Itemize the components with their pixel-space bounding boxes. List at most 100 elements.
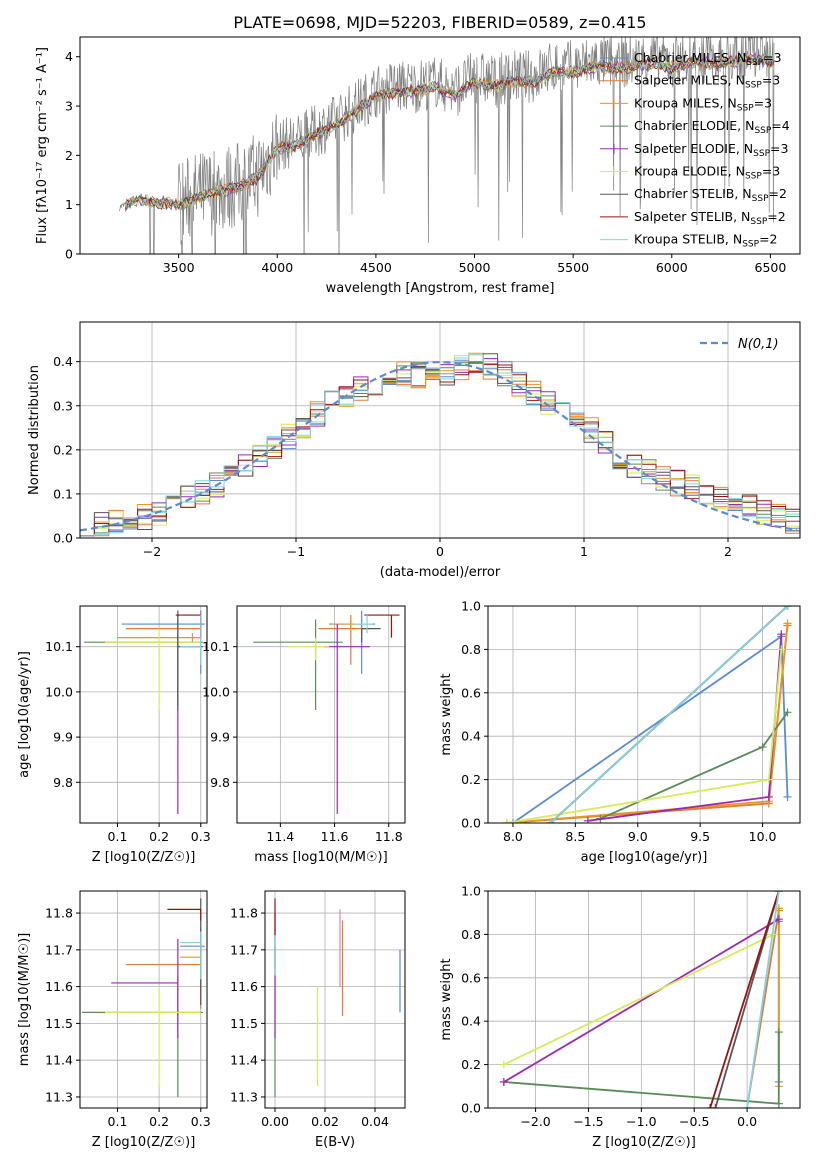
- x-tick-label: 0.1: [108, 829, 128, 844]
- y-tick-label: 11.7: [230, 942, 258, 957]
- x-tick-label: 5500: [557, 260, 589, 275]
- weight-marker: [777, 645, 786, 654]
- x-tick-label: 8.0: [503, 829, 523, 844]
- histogram-9: [80, 354, 800, 537]
- y-tick-label: 9.9: [210, 730, 230, 745]
- legend-label: Kroupa STELIB, NSSP=2: [634, 232, 778, 250]
- y-tick-label: 11.8: [230, 906, 258, 921]
- y-tick-label: 0: [65, 247, 73, 262]
- plot-area: [274, 898, 401, 1097]
- y-tick-label: 2: [65, 148, 73, 163]
- y-tick-label: 0.6: [461, 970, 481, 985]
- x-tick-label: 0.1: [108, 1114, 128, 1129]
- y-tick-label: 11.3: [230, 1089, 258, 1104]
- weight-marker: [774, 915, 783, 924]
- x-axis-label: mass [log10(M/M☉)]: [254, 850, 387, 865]
- y-tick-label: 10.0: [45, 684, 73, 699]
- weight-marker: [502, 819, 511, 823]
- x-tick-label: 5000: [459, 260, 491, 275]
- panel-age_vs_mass: 11.4 11.6 11.8 9.8 9.9 10.0 10.1 mass [log10(M/…: [202, 605, 406, 865]
- weight-line-5: [503, 918, 780, 1083]
- axes-frame: [487, 605, 801, 824]
- histogram-6: [80, 353, 800, 537]
- y-tick-label: 3: [65, 99, 73, 114]
- weight-marker: [764, 775, 773, 784]
- y-tick-label: 0.4: [461, 1014, 481, 1029]
- x-axis-label: Z [log10(Z/Z☉)]: [92, 850, 196, 865]
- plot-area: [253, 610, 400, 814]
- x-tick-label: 0.04: [361, 1114, 389, 1129]
- y-tick-label: 11.5: [230, 1016, 258, 1031]
- x-tick-label: 0: [436, 544, 444, 559]
- y-tick-label: 9.9: [53, 730, 73, 745]
- weight-line-6: [503, 933, 774, 1066]
- y-tick-label: 10.1: [45, 639, 73, 654]
- y-axis-label: mass weight: [439, 673, 454, 755]
- y-tick-label: 1.0: [461, 884, 481, 899]
- x-tick-label: 9.0: [628, 829, 648, 844]
- x-tick-label: 0.2: [149, 1114, 169, 1129]
- y-tick-label: 0.0: [461, 816, 481, 831]
- y-tick-label: 0.0: [461, 1101, 481, 1116]
- weight-marker: [711, 1104, 720, 1108]
- x-tick-label: 11.4: [266, 829, 294, 844]
- plot-area: [119, 37, 775, 254]
- x-tick-label: −0.5: [679, 1114, 709, 1129]
- legend-label: Salpeter STELIB, NSSP=2: [634, 209, 786, 227]
- x-tick-label: −2: [143, 544, 161, 559]
- weight-marker: [774, 891, 783, 895]
- x-tick-label: 3500: [163, 260, 195, 275]
- axes-frame: [79, 890, 208, 1109]
- x-axis-label: age [log10(age/yr)]: [581, 850, 708, 865]
- y-tick-label: 11.8: [45, 906, 73, 921]
- y-tick-label: 0.2: [461, 1057, 481, 1072]
- x-tick-label: −1: [287, 544, 305, 559]
- y-tick-label: 0.3: [53, 398, 73, 413]
- weight-marker: [758, 743, 767, 752]
- legend-label: Salpeter ELODIE, NSSP=3: [634, 141, 788, 159]
- legend-label: Chabrier ELODIE, NSSP=4: [634, 118, 790, 136]
- y-tick-label: 11.6: [230, 979, 258, 994]
- y-tick-label: 0.2: [53, 442, 73, 457]
- panels: Chabrier MILES, NSSP=3 Salpeter MILES, NS…: [17, 36, 801, 1150]
- panel-spectrum: Chabrier MILES, NSSP=3 Salpeter MILES, NS…: [35, 36, 801, 296]
- x-tick-label: 0.3: [191, 1114, 211, 1129]
- x-tick-label: 1: [580, 544, 588, 559]
- x-axis-label: Z [log10(Z/Z☉)]: [92, 1135, 196, 1150]
- x-tick-label: −2.0: [520, 1114, 550, 1129]
- weight-marker: [777, 630, 786, 639]
- y-axis-label: mass weight: [439, 958, 454, 1040]
- legend-label: Chabrier MILES, NSSP=3: [634, 50, 782, 68]
- weight-marker: [783, 606, 792, 610]
- x-tick-label: 2: [724, 544, 732, 559]
- panel-mass_vs_ebv: 0.00 0.02 0.04 11.3 11.4 11.5 11.6 11.7 11.8 E(B-…: [230, 890, 406, 1150]
- x-axis-label: wavelength [Angstrom, rest frame]: [326, 281, 555, 296]
- axes-frame: [264, 890, 406, 1109]
- x-tick-label: 0.00: [261, 1114, 289, 1129]
- legend-label: Kroupa ELODIE, NSSP=3: [634, 164, 780, 182]
- y-axis-label: mass [log10(M/M☉)]: [17, 933, 32, 1066]
- x-tick-label: −1.5: [573, 1114, 603, 1129]
- weight-marker: [774, 1099, 783, 1108]
- weight-marker: [783, 708, 792, 717]
- y-tick-label: 9.8: [210, 775, 230, 790]
- weight-marker: [764, 792, 773, 801]
- y-tick-label: 11.4: [45, 1053, 73, 1068]
- x-tick-label: 0.3: [191, 829, 211, 844]
- y-tick-label: 10.1: [202, 639, 230, 654]
- x-axis-label: Z [log10(Z/Z☉)]: [592, 1135, 696, 1150]
- legend-label: Salpeter MILES, NSSP=3: [634, 73, 780, 91]
- x-tick-label: 10.0: [749, 829, 777, 844]
- figure-title: PLATE=0698, MJD=52203, FIBERID=0589, z=0…: [233, 13, 646, 32]
- x-axis-label: E(B-V): [315, 1135, 355, 1150]
- y-tick-label: 11.7: [45, 942, 73, 957]
- weight-marker: [783, 619, 792, 628]
- y-tick-label: 0.8: [461, 927, 481, 942]
- normal-curve: [80, 360, 798, 532]
- x-tick-label: 0.2: [149, 829, 169, 844]
- y-tick-label: 11.5: [45, 1016, 73, 1031]
- x-tick-label: 11.6: [321, 829, 349, 844]
- y-tick-label: 0.8: [461, 642, 481, 657]
- x-tick-label: 4500: [360, 260, 392, 275]
